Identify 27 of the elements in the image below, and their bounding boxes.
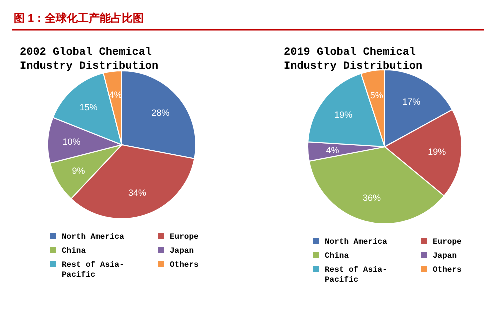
chart-title: 2002 Global Chemical Industry Distribution: [20, 47, 159, 73]
legend-label: Europe: [433, 238, 462, 247]
legend-label: Japan: [170, 247, 194, 256]
legend-label: Rest of Asia-Pacific: [325, 266, 388, 285]
data-label: 4%: [326, 145, 340, 156]
data-label: 15%: [80, 102, 98, 112]
legend-label: North America: [62, 233, 125, 242]
data-label: 5%: [370, 90, 384, 100]
data-label: 4%: [109, 90, 122, 100]
data-label: 17%: [402, 97, 421, 108]
data-label: 19%: [334, 110, 353, 120]
legend-label: Others: [433, 266, 462, 275]
legend-label: China: [62, 247, 86, 256]
chart-title: 2019 Global Chemical Industry Distribution: [284, 47, 423, 73]
legend-label: Others: [170, 261, 200, 270]
data-label: 19%: [428, 147, 446, 158]
data-label: 28%: [152, 108, 170, 118]
data-label: 34%: [128, 188, 147, 198]
legend-label: Rest of Asia-Pacific: [62, 261, 124, 280]
data-label: 9%: [72, 166, 86, 176]
legend-label: China: [325, 252, 350, 261]
data-label: 36%: [362, 192, 381, 203]
legend-label: North America: [325, 238, 388, 247]
data-label: 10%: [62, 136, 81, 147]
legend-label: Japan: [433, 252, 458, 261]
legend-label: Europe: [170, 233, 200, 242]
caption: 图 1：全球化工产能占比图: [14, 12, 144, 25]
